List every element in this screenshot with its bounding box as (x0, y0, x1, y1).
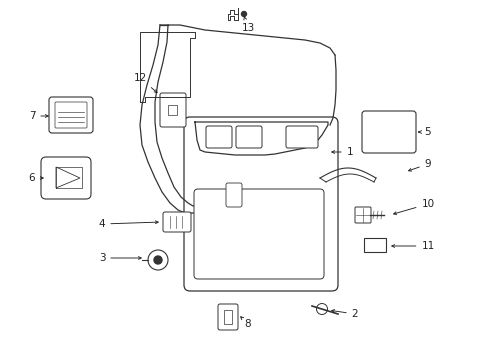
Text: 3: 3 (99, 253, 141, 263)
Circle shape (241, 12, 246, 17)
Polygon shape (195, 122, 327, 155)
FancyBboxPatch shape (55, 102, 87, 128)
Text: 11: 11 (391, 241, 434, 251)
Text: 2: 2 (331, 309, 358, 319)
FancyBboxPatch shape (361, 111, 415, 153)
Text: 1: 1 (331, 147, 353, 157)
Polygon shape (227, 8, 238, 20)
FancyBboxPatch shape (194, 189, 324, 279)
FancyBboxPatch shape (41, 157, 91, 199)
FancyBboxPatch shape (163, 212, 191, 232)
Text: 13: 13 (241, 17, 254, 33)
Bar (168, 105, 177, 115)
FancyBboxPatch shape (160, 93, 185, 127)
FancyBboxPatch shape (354, 207, 370, 223)
Circle shape (154, 256, 162, 264)
Text: 10: 10 (393, 199, 434, 215)
FancyBboxPatch shape (236, 126, 262, 148)
FancyBboxPatch shape (183, 117, 337, 291)
FancyBboxPatch shape (218, 304, 238, 330)
FancyBboxPatch shape (225, 183, 242, 207)
FancyBboxPatch shape (285, 126, 317, 148)
FancyBboxPatch shape (205, 126, 231, 148)
Text: 4: 4 (99, 219, 158, 229)
Bar (363, 238, 385, 252)
Bar (224, 310, 231, 324)
Text: 6: 6 (29, 173, 43, 183)
Text: 7: 7 (29, 111, 48, 121)
Text: 9: 9 (408, 159, 430, 171)
Text: 5: 5 (418, 127, 430, 137)
Text: 8: 8 (240, 317, 251, 329)
Polygon shape (140, 25, 203, 213)
FancyBboxPatch shape (49, 97, 93, 133)
Text: 12: 12 (133, 73, 157, 93)
